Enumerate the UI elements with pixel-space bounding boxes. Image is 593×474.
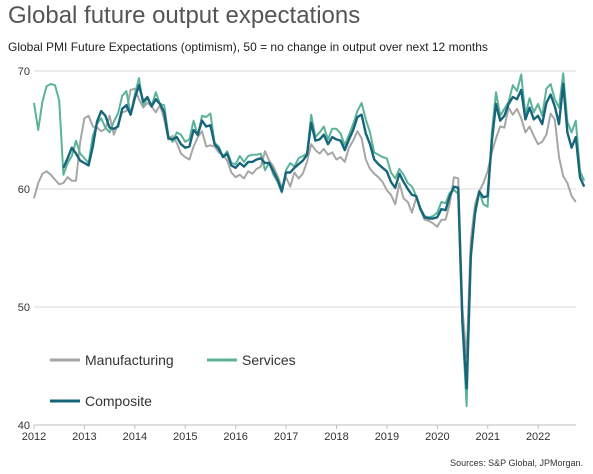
legend-label-manufacturing: Manufacturing bbox=[85, 352, 174, 368]
y-tick-label: 60 bbox=[18, 184, 30, 196]
legend-label-composite: Composite bbox=[85, 393, 152, 409]
legend-label-services: Services bbox=[242, 352, 296, 368]
series-line-manufacturing bbox=[33, 87, 577, 359]
y-tick-label: 40 bbox=[18, 420, 30, 432]
y-tick-label: 70 bbox=[18, 66, 30, 78]
x-tick-label: 2020 bbox=[425, 431, 449, 443]
x-axis: 2012 2013 2014 2015 2016 2017 2018 2019 2020 2021… bbox=[22, 424, 576, 443]
x-tick-label: 2014 bbox=[123, 431, 147, 443]
y-axis-ticks: 40 50 60 70 bbox=[18, 66, 30, 432]
legend: Manufacturing Services Composite bbox=[50, 352, 296, 409]
x-tick-label: 2017 bbox=[274, 431, 298, 443]
chart-subtitle: Global PMI Future Expectations (optimism… bbox=[8, 40, 488, 54]
chart-title: Global future output expectations bbox=[8, 2, 361, 29]
x-tick-label: 2016 bbox=[223, 431, 247, 443]
x-tick-label: 2018 bbox=[324, 431, 348, 443]
series-line-composite bbox=[62, 82, 586, 390]
x-tick-label: 2012 bbox=[22, 431, 46, 443]
x-tick-label: 2019 bbox=[375, 431, 399, 443]
x-tick-label: 2013 bbox=[72, 431, 96, 443]
y-tick-label: 50 bbox=[18, 302, 30, 314]
x-tick-label: 2021 bbox=[476, 431, 500, 443]
series-lines bbox=[33, 72, 586, 408]
source-note: Sources: S&P Global, JPMorgan. bbox=[450, 458, 583, 468]
x-tick-label: 2022 bbox=[526, 431, 550, 443]
x-tick-label: 2015 bbox=[173, 431, 197, 443]
